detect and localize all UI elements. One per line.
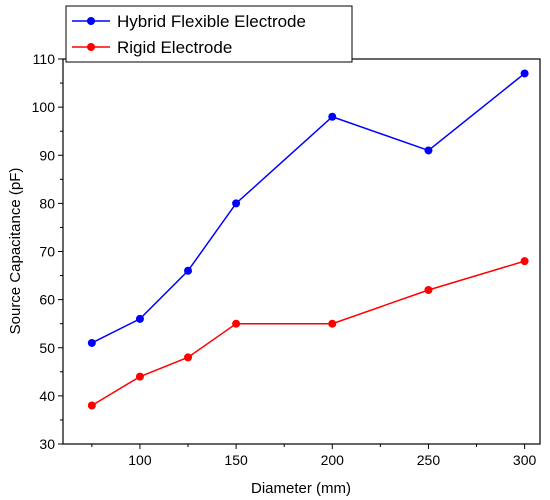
x-tick-label: 150 (224, 452, 248, 468)
series-line-hybrid (91, 72, 526, 344)
y-tick-label: 30 (39, 436, 55, 452)
plot-frame (62, 58, 541, 445)
y-tick-label: 100 (32, 99, 56, 115)
x-axis-title: Diameter (mm) (251, 480, 351, 497)
data-point-rigid (87, 401, 96, 410)
y-tick-label: 50 (39, 340, 55, 356)
y-axis-ticks: 30 40 50 60 70 80 90 100 110 (32, 51, 63, 452)
y-tick-label: 70 (39, 244, 55, 260)
legend: Hybrid Flexible Electrode Rigid Electrod… (65, 5, 353, 63)
legend-marker-hybrid (87, 17, 95, 25)
x-tick-label: 100 (128, 452, 152, 468)
y-tick-label: 40 (39, 388, 55, 404)
x-axis-ticks: 100 150 200 250 300 (91, 444, 537, 468)
y-tick-label: 110 (33, 51, 56, 67)
data-point-rigid (232, 319, 241, 328)
data-point-hybrid (135, 314, 144, 323)
data-point-hybrid (87, 338, 96, 347)
x-tick-label: 250 (417, 452, 441, 468)
data-point-rigid (424, 286, 433, 294)
legend-marker-rigid (87, 43, 95, 51)
series-line-rigid (91, 260, 525, 407)
data-point-rigid (520, 257, 529, 266)
y-tick-label: 90 (39, 147, 55, 163)
x-tick-label: 200 (321, 452, 345, 468)
plot-border (62, 58, 541, 445)
x-tick-label: 300 (513, 452, 537, 468)
data-point-hybrid (520, 69, 529, 78)
data-point-rigid (135, 372, 144, 381)
y-tick-label: 80 (39, 195, 55, 211)
data-point-hybrid (424, 146, 433, 155)
legend-label-hybrid: Hybrid Flexible Electrode (117, 12, 306, 31)
data-point-rigid (328, 319, 337, 328)
data-point-hybrid (184, 266, 193, 275)
y-tick-label: 60 (39, 292, 55, 308)
data-point-hybrid (328, 112, 337, 121)
data-point-hybrid (232, 199, 241, 208)
y-axis-title: Source Capacitance (pF) (7, 168, 24, 335)
legend-box (65, 5, 353, 63)
data-point-rigid (184, 353, 193, 362)
legend-label-rigid: Rigid Electrode (117, 38, 232, 57)
series-layer (87, 69, 529, 410)
